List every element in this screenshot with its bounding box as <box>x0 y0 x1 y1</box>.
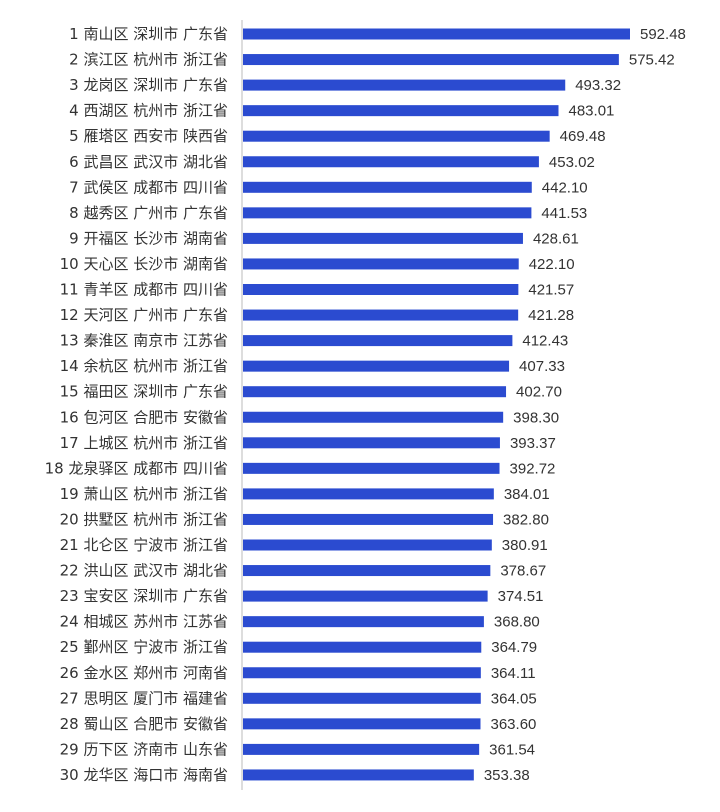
value-label-15: 402.70 <box>516 384 562 401</box>
category-labels-group: 1 南山区 深圳市 广东省 2 滨江区 杭州市 浙江省 3 龙岗区 深圳市 广东省 4… <box>45 25 228 784</box>
value-label-21: 380.91 <box>502 537 548 554</box>
category-label-19: 19 萧山区 杭州市 浙江省 <box>60 485 228 503</box>
value-label-18: 392.72 <box>510 460 556 477</box>
value-label-25: 364.79 <box>491 639 537 656</box>
bar-14 <box>243 360 510 372</box>
category-label-12: 12 天河区 广州市 广东省 <box>60 306 228 324</box>
category-label-20: 20 拱墅区 杭州市 浙江省 <box>60 510 228 528</box>
value-label-17: 393.37 <box>510 435 556 452</box>
category-label-13: 13 秦淮区 南京市 江苏省 <box>60 332 228 350</box>
category-label-11: 11 青羊区 成都市 四川省 <box>60 281 228 299</box>
bar-13 <box>243 335 513 347</box>
category-label-8: 8 越秀区 广州市 广东省 <box>69 204 228 222</box>
bar-2 <box>243 54 619 66</box>
bar-28 <box>243 718 481 730</box>
category-label-24: 24 相城区 苏州市 江苏省 <box>60 613 228 631</box>
category-label-18: 18 龙泉驿区 成都市 四川省 <box>45 459 228 477</box>
category-label-16: 16 包河区 合肥市 安徽省 <box>60 408 228 426</box>
category-label-27: 27 思明区 厦门市 福建省 <box>60 689 228 707</box>
category-label-9: 9 开福区 长沙市 湖南省 <box>69 229 228 247</box>
category-label-10: 10 天心区 长沙市 湖南省 <box>60 255 228 273</box>
bar-23 <box>243 590 488 602</box>
bar-6 <box>243 156 539 168</box>
value-label-27: 364.05 <box>491 690 537 707</box>
category-label-26: 26 金水区 郑州市 河南省 <box>60 664 228 682</box>
category-label-1: 1 南山区 深圳市 广东省 <box>69 25 228 43</box>
bar-30 <box>243 769 474 781</box>
value-label-10: 422.10 <box>529 256 575 273</box>
value-label-24: 368.80 <box>494 614 540 631</box>
value-label-1: 592.48 <box>640 26 686 43</box>
value-label-9: 428.61 <box>533 230 579 247</box>
category-label-6: 6 武昌区 武汉市 湖北省 <box>69 153 228 171</box>
bar-4 <box>243 105 559 117</box>
category-label-2: 2 滨江区 杭州市 浙江省 <box>69 51 228 69</box>
value-label-7: 442.10 <box>542 179 588 196</box>
value-label-13: 412.43 <box>522 333 568 350</box>
bar-19 <box>243 488 494 500</box>
category-label-25: 25 鄞州区 宁波市 浙江省 <box>60 638 228 656</box>
bar-3 <box>243 79 566 91</box>
bar-29 <box>243 743 480 755</box>
bar-20 <box>243 513 494 525</box>
bar-10 <box>243 258 519 270</box>
category-label-17: 17 上城区 杭州市 浙江省 <box>60 434 228 452</box>
bar-26 <box>243 667 481 679</box>
bar-12 <box>243 309 519 321</box>
bar-1 <box>243 28 630 40</box>
value-label-12: 421.28 <box>528 307 574 324</box>
value-label-22: 378.67 <box>500 563 546 580</box>
category-label-14: 14 余杭区 杭州市 浙江省 <box>60 357 228 375</box>
category-label-29: 29 历下区 济南市 山东省 <box>60 740 228 758</box>
bar-25 <box>243 641 482 653</box>
bar-21 <box>243 539 492 551</box>
category-label-22: 22 洪山区 武汉市 湖北省 <box>60 562 228 580</box>
value-label-30: 353.38 <box>484 767 530 784</box>
bar-24 <box>243 616 484 628</box>
value-label-2: 575.42 <box>629 52 675 69</box>
bar-5 <box>243 130 550 142</box>
category-label-15: 15 福田区 深圳市 广东省 <box>60 383 228 401</box>
category-label-4: 4 西湖区 杭州市 浙江省 <box>69 102 228 120</box>
category-label-5: 5 雁塔区 西安市 陕西省 <box>69 127 228 145</box>
value-label-28: 363.60 <box>491 716 537 733</box>
value-labels-group: 592.48 575.42 493.32 483.01 469.48 453.02 442.… <box>484 26 686 784</box>
category-label-7: 7 武侯区 成都市 四川省 <box>69 178 228 196</box>
category-label-28: 28 蜀山区 合肥市 安徽省 <box>60 715 228 733</box>
bar-22 <box>243 565 491 577</box>
value-label-6: 453.02 <box>549 154 595 171</box>
bar-11 <box>243 284 519 295</box>
category-label-23: 23 宝安区 深圳市 广东省 <box>60 587 228 605</box>
bar-27 <box>243 692 481 704</box>
value-label-29: 361.54 <box>489 741 535 758</box>
category-label-3: 3 龙岗区 深圳市 广东省 <box>69 76 228 94</box>
value-label-4: 483.01 <box>569 103 615 120</box>
value-label-20: 382.80 <box>503 511 549 528</box>
bar-9 <box>243 232 523 244</box>
value-label-8: 441.53 <box>541 205 587 222</box>
value-label-14: 407.33 <box>519 358 565 375</box>
value-label-23: 374.51 <box>498 588 544 605</box>
value-label-26: 364.11 <box>491 665 536 682</box>
value-label-3: 493.32 <box>575 77 621 94</box>
bar-17 <box>243 437 500 449</box>
value-label-11: 421.57 <box>528 282 574 299</box>
category-label-21: 21 北仑区 宁波市 浙江省 <box>60 536 228 554</box>
bars-group <box>243 28 630 781</box>
category-label-30: 30 龙华区 海口市 海南省 <box>60 766 228 784</box>
bar-16 <box>243 411 504 423</box>
value-label-16: 398.30 <box>513 409 559 426</box>
value-label-5: 469.48 <box>560 128 606 145</box>
value-label-19: 384.01 <box>504 486 550 503</box>
bar-7 <box>243 181 532 193</box>
bar-15 <box>243 386 507 398</box>
bar-18 <box>243 462 500 474</box>
bar-8 <box>243 207 532 219</box>
